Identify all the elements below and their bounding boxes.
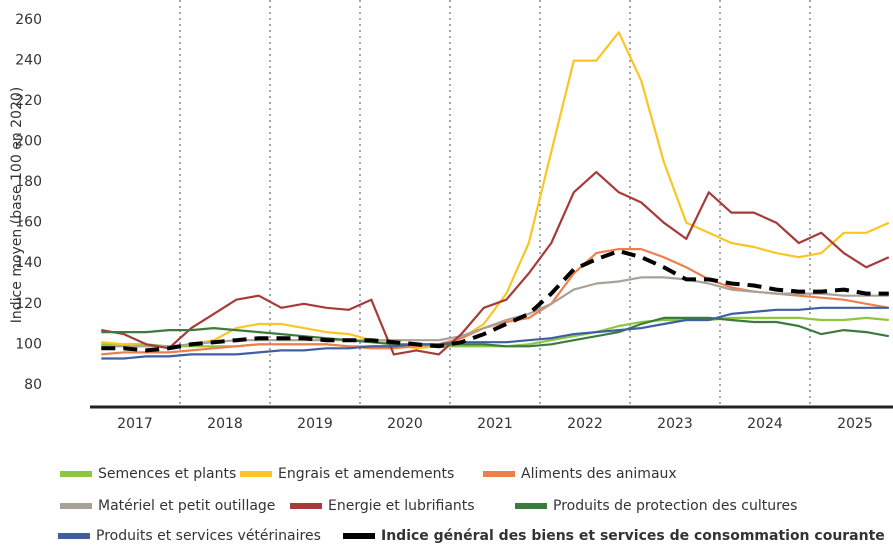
y-tick-label: 100: [15, 336, 42, 352]
series-line: [101, 276, 889, 348]
legend-label: Indice général des biens et services de …: [381, 528, 885, 544]
x-tick-label: 2022: [567, 416, 603, 432]
x-tick-label: 2019: [297, 416, 333, 432]
x-tick-label: 2018: [207, 416, 243, 432]
legend-label: Engrais et amendements: [278, 466, 454, 482]
x-tick-label: 2025: [837, 416, 873, 432]
legend-label: Matériel et petit outillage: [98, 498, 275, 514]
series-line: [101, 306, 889, 360]
legend-swatch: [343, 533, 375, 539]
y-tick-label: 160: [15, 215, 42, 231]
x-tick-label: 2023: [657, 416, 693, 432]
y-tick-label: 200: [15, 134, 42, 150]
y-tick-label: 260: [15, 12, 42, 28]
legend-label: Semences et plants: [98, 466, 236, 482]
y-tick-label: 180: [15, 174, 42, 190]
series-line: [101, 171, 890, 356]
y-tick-label: 220: [15, 93, 42, 109]
y-tick-label: 120: [15, 296, 42, 312]
legend-swatch: [483, 471, 515, 477]
y-axis-label: Indice moyen (base 100 en 2020): [9, 87, 25, 323]
y-tick-label: 140: [15, 255, 42, 271]
legend-label: Energie et lubrifiants: [328, 498, 475, 514]
legend-swatch: [60, 503, 92, 509]
series-line: [101, 316, 889, 348]
legend-swatch: [58, 533, 90, 539]
legend-swatch: [515, 503, 547, 509]
x-tick-label: 2017: [117, 416, 153, 432]
legend-swatch: [290, 503, 322, 509]
y-tick-label: 240: [15, 53, 42, 69]
legend-label: Produits et services vétérinaires: [96, 528, 321, 544]
legend-label: Aliments des animaux: [521, 466, 677, 482]
legend-swatch: [60, 471, 92, 477]
series-line: [101, 31, 890, 350]
x-tick-label: 2024: [747, 416, 783, 432]
legend-swatch: [240, 471, 272, 477]
series-line: [101, 249, 889, 353]
x-tick-label: 2020: [387, 416, 423, 432]
legend-label: Produits de protection des cultures: [553, 498, 797, 514]
series-line: [101, 248, 889, 356]
x-tick-label: 2021: [477, 416, 513, 432]
y-tick-label: 80: [24, 377, 42, 393]
